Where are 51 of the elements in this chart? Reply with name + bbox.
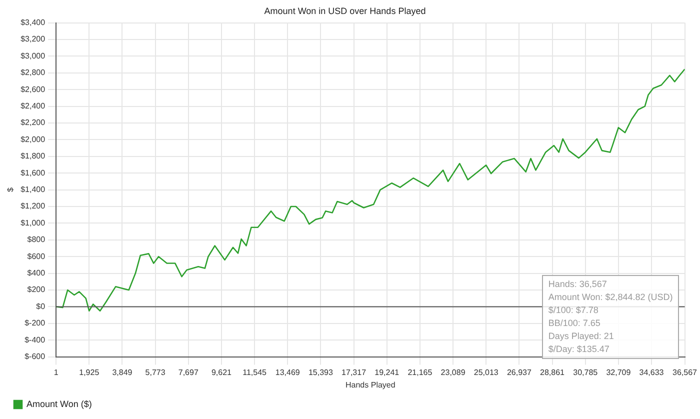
x-tick-label: 11,545: [242, 368, 268, 377]
y-tick-label: $2,000: [20, 134, 46, 144]
y-tick-label: $1,800: [20, 152, 46, 161]
annotation: BB/100: 7.65: [548, 316, 602, 330]
y-tick-label: $800: [27, 235, 46, 244]
x-tick-label: 1,925: [79, 368, 100, 377]
x-tick-label: 13,469: [275, 368, 300, 377]
x-tick-label: 23,089: [440, 368, 466, 377]
y-tick-label: $400: [27, 268, 46, 278]
x-tick-label: 15,393: [308, 368, 334, 377]
y-tick-label: $2,400: [20, 102, 46, 111]
y-tick-label: $1,000: [20, 218, 46, 228]
y-tick-label: $3,200: [20, 34, 46, 44]
y-tick-label: $0: [36, 302, 46, 311]
y-tick-label: $-600: [24, 352, 46, 362]
y-tick-label: $2,600: [20, 84, 46, 94]
x-tick-label: 19,241: [374, 368, 400, 377]
annotation: Days Played: 21: [548, 330, 615, 343]
x-tick-label: 3,849: [112, 368, 133, 377]
annotation: $/100: $7.78: [548, 304, 600, 317]
y-tick-label: $1,600: [20, 168, 46, 178]
y-tick-label: $3,400: [20, 18, 46, 28]
annotation: $/Day: $135.47: [548, 342, 610, 356]
x-axis-title: Hands Played: [346, 380, 396, 390]
y-tick-label: $200: [27, 285, 46, 294]
x-tick-label: 34,633: [639, 368, 664, 377]
x-tick-label: 7,697: [178, 368, 199, 377]
x-tick-label: 25,013: [474, 368, 499, 377]
x-tick-label: 30,785: [573, 368, 598, 377]
y-tick-label: $1,400: [20, 185, 46, 194]
y-tick-label: $2,200: [20, 118, 46, 128]
x-tick-label: 26,937: [506, 368, 532, 377]
x-tick-label: 28,861: [540, 368, 566, 377]
annotation: Hands: 36,567: [548, 278, 608, 291]
annotation: Amount Won: $2,844.82 (USD): [548, 290, 673, 304]
y-tick-label: $-400: [24, 335, 46, 344]
x-tick-label: 36,567: [672, 368, 698, 377]
y-tick-label: $2,800: [20, 68, 46, 78]
y-tick-label: $1,200: [20, 202, 46, 211]
x-tick-label: 1: [54, 368, 59, 377]
legend-label: Amount Won ($): [26, 398, 92, 409]
y-axis-title: $: [6, 187, 16, 192]
x-tick-label: 17,317: [342, 368, 367, 377]
x-tick-label: 21,165: [408, 368, 433, 377]
x-tick-label: 5,773: [145, 368, 166, 377]
y-tick-label: $3,000: [20, 51, 46, 60]
y-tick-label: $600: [27, 252, 46, 261]
x-tick-label: 9,621: [211, 368, 232, 377]
chart-title: Amount Won in USD over Hands Played: [264, 6, 426, 16]
x-tick-label: 32,709: [606, 368, 632, 377]
y-tick-label: $-200: [24, 318, 46, 328]
